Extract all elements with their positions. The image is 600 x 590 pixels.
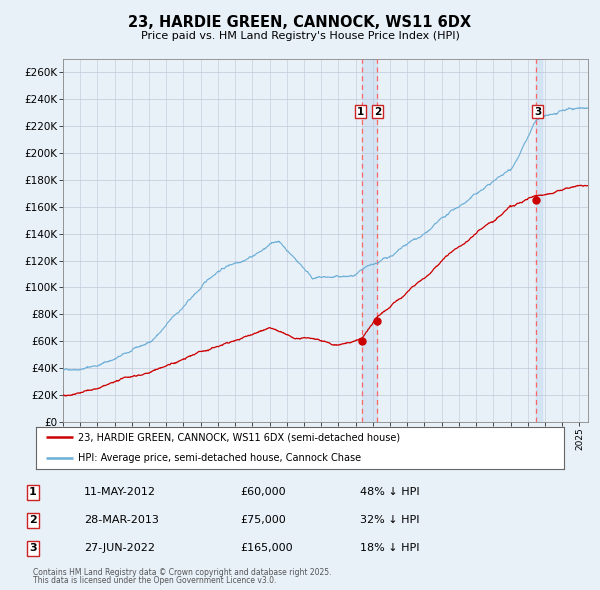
Text: 2: 2 — [29, 515, 37, 525]
Text: 23, HARDIE GREEN, CANNOCK, WS11 6DX: 23, HARDIE GREEN, CANNOCK, WS11 6DX — [128, 15, 472, 30]
Text: HPI: Average price, semi-detached house, Cannock Chase: HPI: Average price, semi-detached house,… — [78, 454, 361, 463]
Text: 2: 2 — [374, 107, 382, 117]
Text: 18% ↓ HPI: 18% ↓ HPI — [360, 543, 419, 553]
Text: 32% ↓ HPI: 32% ↓ HPI — [360, 515, 419, 525]
Text: £75,000: £75,000 — [240, 515, 286, 525]
Text: 3: 3 — [534, 107, 542, 117]
Bar — [362, 59, 377, 422]
Text: 28-MAR-2013: 28-MAR-2013 — [84, 515, 159, 525]
Text: Price paid vs. HM Land Registry's House Price Index (HPI): Price paid vs. HM Land Registry's House … — [140, 31, 460, 41]
Text: 1: 1 — [29, 487, 37, 497]
Text: 23, HARDIE GREEN, CANNOCK, WS11 6DX (semi-detached house): 23, HARDIE GREEN, CANNOCK, WS11 6DX (sem… — [78, 432, 400, 442]
Text: £165,000: £165,000 — [240, 543, 293, 553]
Text: Contains HM Land Registry data © Crown copyright and database right 2025.: Contains HM Land Registry data © Crown c… — [33, 568, 331, 578]
Text: 48% ↓ HPI: 48% ↓ HPI — [360, 487, 419, 497]
Text: 11-MAY-2012: 11-MAY-2012 — [84, 487, 156, 497]
Text: 1: 1 — [356, 107, 364, 117]
Text: £60,000: £60,000 — [240, 487, 286, 497]
Bar — [536, 59, 542, 422]
Text: 27-JUN-2022: 27-JUN-2022 — [84, 543, 155, 553]
Text: 3: 3 — [29, 543, 37, 553]
Text: This data is licensed under the Open Government Licence v3.0.: This data is licensed under the Open Gov… — [33, 576, 277, 585]
